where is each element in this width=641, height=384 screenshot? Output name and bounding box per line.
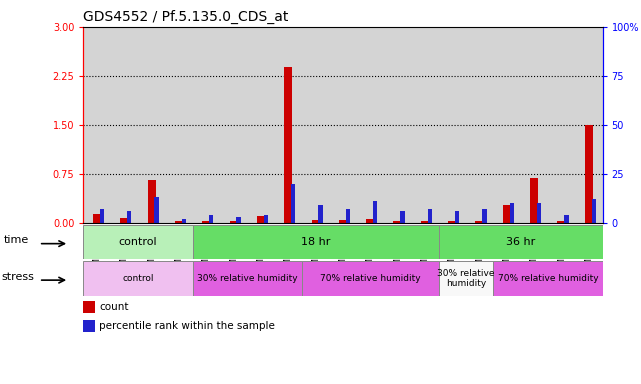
Text: 70% relative humidity: 70% relative humidity [497,274,598,283]
Bar [482,209,487,223]
Bar [394,222,402,223]
Bar [530,178,538,223]
Bar [448,222,456,223]
Bar [165,27,193,223]
Bar [237,217,241,223]
Bar [284,67,292,223]
Bar [548,27,575,223]
Bar [537,203,542,223]
Bar [220,27,247,223]
Text: percentile rank within the sample: percentile rank within the sample [99,321,275,331]
Text: 36 hr: 36 hr [506,237,535,247]
Bar [154,197,159,223]
Bar [356,27,384,223]
Bar [466,27,493,223]
Bar [83,261,193,296]
Text: 30% relative humidity: 30% relative humidity [197,274,297,283]
Bar [575,27,603,223]
Bar [229,222,238,223]
Text: 30% relative
humidity: 30% relative humidity [437,269,495,288]
Bar [428,209,432,223]
Bar [302,27,329,223]
Bar [147,180,156,223]
Bar [585,125,593,223]
Bar [291,184,296,223]
Bar [319,205,323,223]
Bar [312,220,320,223]
Bar [83,225,193,259]
Bar [510,203,514,223]
Bar [592,199,596,223]
Bar [476,222,484,223]
Bar [412,27,438,223]
Bar [181,219,186,223]
Text: 18 hr: 18 hr [301,237,330,247]
Bar [83,27,111,223]
Bar [366,220,374,223]
Bar [111,27,138,223]
Bar [558,222,565,223]
Bar [175,222,183,223]
Bar [345,209,350,223]
Bar [302,261,438,296]
Text: 70% relative humidity: 70% relative humidity [320,274,420,283]
Text: stress: stress [1,271,34,282]
Bar [493,261,603,296]
Bar [493,27,520,223]
Bar [329,27,356,223]
Bar [455,211,460,223]
Bar [400,211,404,223]
Bar [438,261,493,296]
Bar [274,27,302,223]
Bar [83,301,95,313]
Bar [209,215,213,223]
Bar [520,27,548,223]
Bar [503,205,511,223]
Text: count: count [99,302,128,312]
Text: control: control [119,237,157,247]
Bar [438,27,466,223]
Bar [373,201,378,223]
Bar [138,27,165,223]
Bar [420,222,429,223]
Text: control: control [122,274,154,283]
Bar [263,215,268,223]
Bar [127,211,131,223]
Bar [93,214,101,223]
Text: time: time [4,235,29,245]
Bar [99,209,104,223]
Bar [257,216,265,223]
Bar [339,220,347,223]
Bar [384,27,412,223]
Bar [193,27,220,223]
Bar [83,320,95,332]
Bar [193,225,438,259]
Text: GDS4552 / Pf.5.135.0_CDS_at: GDS4552 / Pf.5.135.0_CDS_at [83,10,288,25]
Bar [202,222,210,223]
Bar [564,215,569,223]
Bar [247,27,274,223]
Bar [121,218,128,223]
Bar [193,261,302,296]
Bar [438,225,603,259]
